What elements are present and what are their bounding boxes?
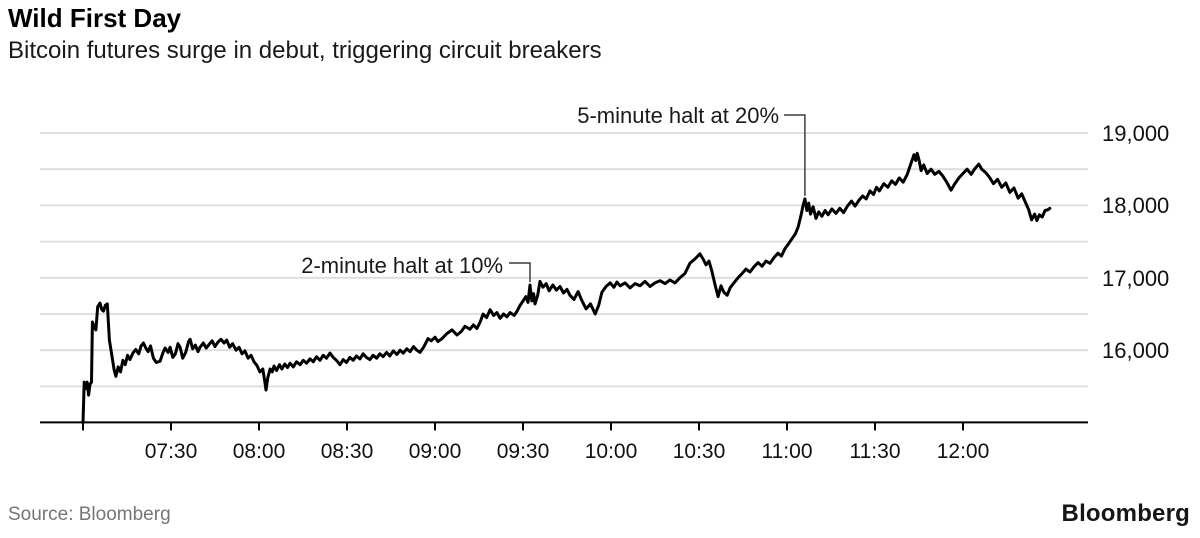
x-axis-label-1100: 11:00 — [761, 440, 813, 463]
x-axis-label-1030: 10:30 — [672, 440, 726, 463]
annotation-halt-10-percent: 2-minute halt at 10% — [301, 253, 503, 278]
y-axis-label-17000: 17,000 — [1102, 266, 1170, 291]
x-axis-ticks — [82, 422, 964, 431]
annotation-halt-20-percent: 5-minute halt at 20% — [577, 103, 779, 128]
price-line — [81, 151, 1052, 425]
gridlines — [40, 132, 1088, 388]
x-axis-label-1000: 10:00 — [584, 440, 638, 463]
page-subtitle: Bitcoin futures surge in debut, triggeri… — [8, 37, 602, 64]
x-axis-label-0830: 08:30 — [320, 440, 374, 463]
x-axis-label-0930: 09:30 — [496, 440, 550, 463]
x-axis-label-0730: 07:30 — [144, 440, 198, 463]
annotation-connectors — [509, 114, 806, 282]
bloomberg-logo: Bloomberg — [1061, 500, 1190, 527]
x-axis-label-0900: 09:00 — [408, 440, 462, 463]
y-axis-label-19000: 19,000 — [1102, 121, 1170, 146]
page-title: Wild First Day — [8, 3, 182, 33]
x-axis-label-1130: 11:30 — [849, 440, 901, 463]
y-axis-label-16000: 16,000 — [1102, 338, 1170, 363]
source-credit: Source: Bloomberg — [8, 504, 171, 525]
x-axis-label-0800: 08:00 — [232, 440, 286, 463]
y-axis-label-18000: 18,000 — [1102, 193, 1170, 218]
x-axis-label-1200: 12:00 — [936, 440, 990, 463]
